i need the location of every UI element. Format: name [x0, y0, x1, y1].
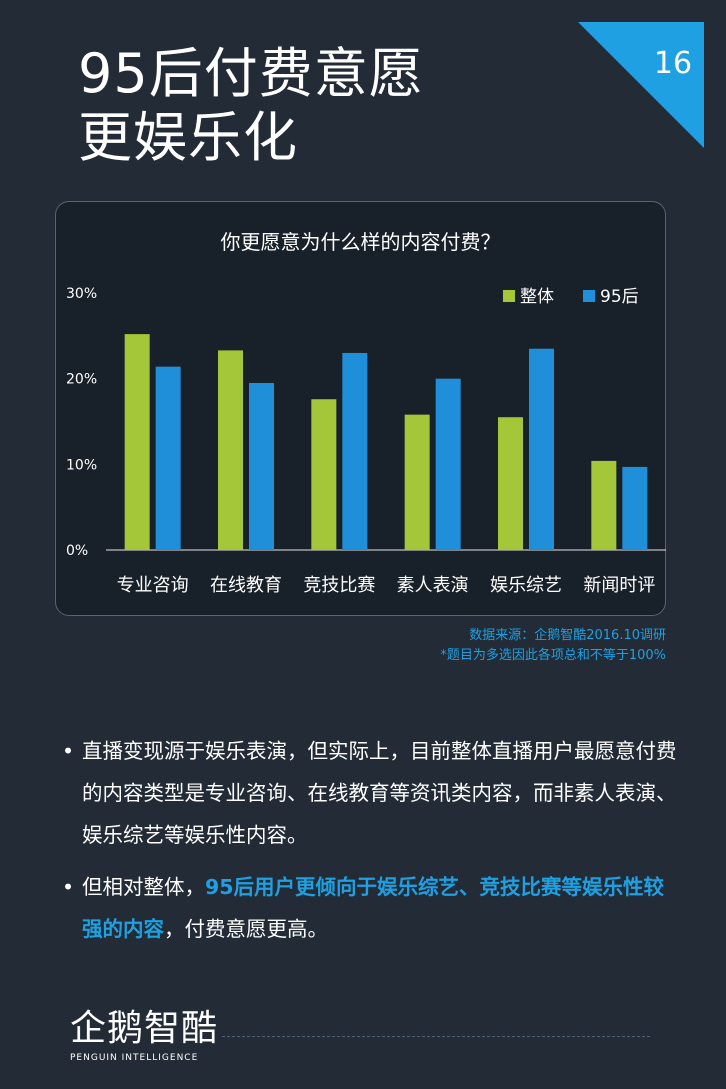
page-title-line-1: 95后付费意愿: [78, 42, 424, 105]
bullet-text-1: 直播变现源于娱乐表演，但实际上，目前整体直播用户最愿意付费的内容类型是专业咨询、…: [82, 739, 677, 847]
legend-swatch: [583, 290, 595, 302]
bar-post95-5: [622, 466, 648, 550]
bullet-dot: •: [62, 739, 75, 763]
corner-triangle: [578, 22, 704, 148]
penguin-intelligence-logo: 企鹅智酷 PENGUIN INTELLIGENCE: [70, 1008, 220, 1068]
bar-post95-0: [155, 366, 181, 550]
bullet-item-2: • 但相对整体，95后用户更倾向于娱乐综艺、竞技比赛等娱乐性较强的内容，付费意愿…: [62, 866, 682, 950]
bullet-text-2-highlight: 95后用户更倾向于娱乐综艺、竞技比赛等娱乐性较强的内容: [82, 875, 665, 941]
bullet-dot: •: [62, 875, 75, 899]
bar-post95-4: [529, 348, 554, 550]
x-tick-label: 在线教育: [210, 575, 282, 596]
legend-swatch: [503, 290, 515, 302]
bar-overall-1: [218, 350, 243, 550]
logo-text: 企鹅智酷: [70, 1008, 219, 1049]
bar-overall-4: [498, 417, 523, 550]
page-number: 16: [653, 46, 693, 81]
source-line-1: 数据来源：企鹅智酷2016.10调研: [469, 628, 666, 643]
y-tick-label: 20%: [66, 372, 97, 388]
bar-post95-1: [249, 382, 274, 550]
bar-overall-5: [591, 460, 617, 550]
bullet-item-1: • 直播变现源于娱乐表演，但实际上，目前整体直播用户最愿意付费的内容类型是专业咨…: [62, 730, 682, 856]
x-tick-label: 素人表演: [397, 575, 469, 596]
legend-label: 95后: [600, 287, 639, 307]
bullet-list: • 直播变现源于娱乐表演，但实际上，目前整体直播用户最愿意付费的内容类型是专业咨…: [62, 730, 682, 960]
chart-title: 你更愿意为什么样的内容付费？: [220, 230, 501, 254]
x-tick-label: 新闻时评: [583, 575, 655, 596]
page-title-line-2: 更娱乐化: [78, 106, 298, 169]
footer-divider: [222, 1036, 650, 1037]
logo-subtitle: PENGUIN INTELLIGENCE: [70, 1053, 199, 1063]
y-tick-label: 10%: [66, 457, 97, 473]
bullet-text-2-pre: 但相对整体，: [82, 875, 205, 899]
bullet-text-2-post: ，付费意愿更高。: [164, 917, 328, 941]
bar-chart: 0% 10% 20% 30% 专业咨询 在线教育 竞技比赛 素人表演 娱乐综艺 新闻时评 整体 95后: [66, 286, 666, 596]
bar-overall-3: [404, 414, 430, 550]
bar-post95-2: [342, 352, 368, 550]
page-title: 95后付费意愿 更娱乐化: [78, 42, 558, 170]
y-tick-label: 0%: [66, 543, 88, 559]
source-line-2: *题目为多选因此各项总和不等于100%: [440, 648, 666, 663]
bar-post95-3: [435, 378, 461, 550]
x-tick-label: 专业咨询: [117, 575, 189, 596]
y-tick-label: 30%: [66, 286, 97, 302]
x-tick-label: 娱乐综艺: [490, 575, 562, 596]
legend-label: 整体: [520, 287, 554, 307]
bar-overall-2: [311, 399, 337, 550]
source-note: 数据来源：企鹅智酷2016.10调研 *题目为多选因此各项总和不等于100%: [440, 626, 666, 666]
chart-panel: 你更愿意为什么样的内容付费？ 0% 10% 20% 30% 专业咨询 在线教育 竞技比赛 素人…: [55, 201, 666, 616]
bar-overall-0: [124, 334, 150, 550]
x-tick-label: 竞技比赛: [303, 575, 375, 596]
